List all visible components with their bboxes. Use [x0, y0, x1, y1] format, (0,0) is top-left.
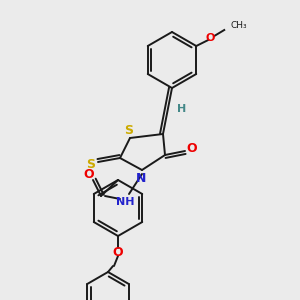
Text: S: S — [124, 124, 134, 137]
Text: O: O — [113, 245, 123, 259]
Text: O: O — [84, 167, 94, 181]
Text: O: O — [187, 142, 197, 155]
Text: S: S — [86, 158, 95, 170]
Text: O: O — [206, 33, 215, 43]
Text: N: N — [136, 172, 146, 184]
Text: NH: NH — [116, 197, 134, 207]
Text: CH₃: CH₃ — [230, 22, 247, 31]
Text: H: H — [177, 104, 186, 114]
